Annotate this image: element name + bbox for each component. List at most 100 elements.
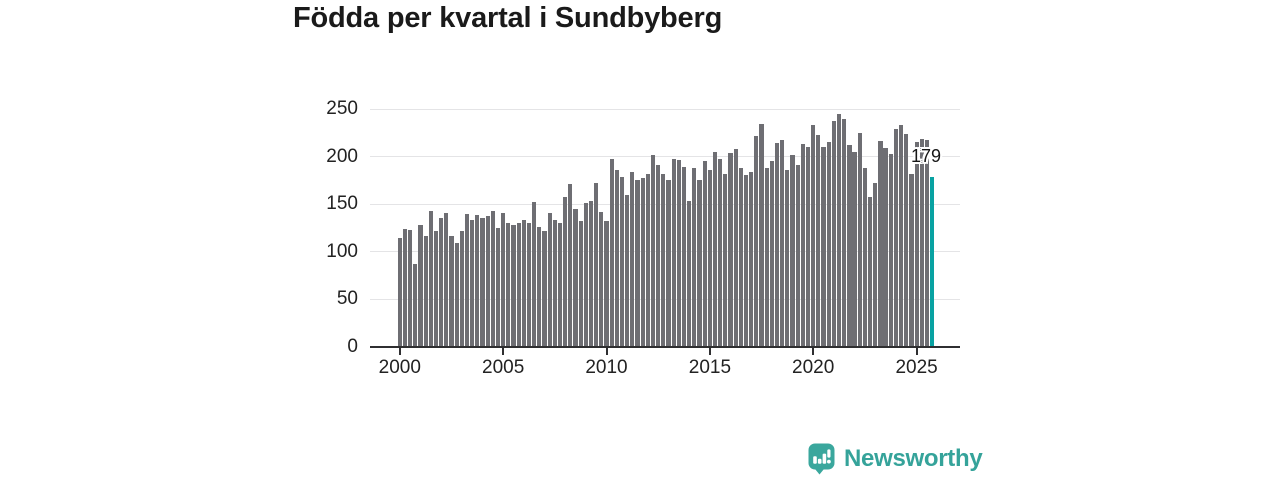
bar: [542, 230, 547, 347]
bar: [919, 138, 924, 347]
bar: [501, 212, 506, 347]
bar: [573, 208, 578, 347]
bar: [867, 196, 873, 347]
bar: [764, 168, 769, 347]
bar: [552, 220, 557, 347]
bar: [759, 124, 764, 347]
bar: [495, 228, 501, 347]
bar: [454, 243, 459, 347]
bar: [831, 121, 836, 347]
bar: [614, 169, 619, 347]
y-axis-tick-label: 100: [326, 240, 358, 262]
bar: [516, 223, 521, 347]
newsworthy-logo-icon: [808, 443, 835, 475]
bar: [857, 132, 862, 347]
bar: [433, 230, 439, 347]
bar: [738, 168, 743, 347]
bar: [599, 211, 604, 347]
bar: [733, 148, 738, 347]
bar: [449, 235, 454, 347]
bar: [485, 215, 490, 347]
bar: [464, 213, 470, 347]
bar: [423, 235, 428, 347]
bar: [862, 168, 867, 347]
bar: [635, 180, 640, 347]
bar: [687, 201, 692, 347]
bar: [459, 230, 464, 347]
x-axis-tick-mark: [398, 348, 401, 355]
bar: [681, 167, 687, 347]
bar: [594, 183, 599, 347]
bar: [769, 161, 774, 347]
bar: [836, 113, 842, 347]
bar: [625, 194, 630, 347]
bar: [640, 177, 645, 347]
bar: [749, 171, 754, 347]
bar: [397, 238, 402, 347]
y-axis-tick-label: 200: [326, 145, 358, 167]
bar: [702, 161, 707, 347]
x-axis-tick-label: 2005: [482, 357, 525, 378]
bar: [754, 135, 759, 347]
y-axis-tick-label: 0: [347, 336, 358, 357]
bar: [790, 154, 795, 347]
bar: [852, 151, 857, 347]
bar: [402, 228, 408, 347]
bar: [568, 184, 573, 347]
bar: [904, 133, 909, 347]
bar: [650, 154, 656, 347]
bar: [578, 221, 583, 347]
bar: [816, 134, 821, 347]
y-axis-tick-label: 50: [336, 288, 358, 310]
bar: [821, 147, 826, 347]
bar: [609, 158, 614, 347]
bar: [563, 196, 568, 347]
newsworthy-logo-text: Newsworthy: [844, 445, 983, 472]
x-axis-tick-label: 2000: [378, 357, 421, 378]
bar: [666, 180, 671, 347]
x-axis-tick-mark: [708, 348, 711, 355]
gridline: [370, 108, 960, 110]
bar: [676, 160, 681, 347]
bar: [583, 203, 588, 347]
newsworthy-logo[interactable]: Newsworthy: [808, 443, 983, 475]
bar: [743, 174, 749, 347]
bar: [800, 144, 805, 347]
x-axis-tick-label: 2020: [792, 357, 835, 378]
bar: [475, 214, 480, 347]
bar: [893, 128, 899, 347]
bar: [439, 217, 444, 347]
bar: [914, 142, 919, 347]
bar: [805, 147, 811, 347]
bar: [661, 173, 666, 347]
bar: [537, 227, 542, 347]
bar: [826, 142, 831, 347]
x-axis-tick-label: 2015: [688, 357, 732, 378]
x-axis-tick-mark: [915, 348, 918, 355]
bar: [909, 173, 914, 347]
bar: [899, 125, 904, 347]
bar: [811, 125, 816, 347]
bar: [408, 229, 413, 347]
bar: [723, 173, 728, 347]
bar: [774, 143, 780, 347]
bar: [728, 152, 733, 347]
bar: [428, 210, 433, 347]
bar: [656, 165, 661, 347]
bar: [785, 169, 790, 347]
y-axis-tick-label: 250: [326, 98, 358, 119]
bar: [470, 220, 475, 347]
x-axis-tick-mark: [812, 348, 815, 355]
bar: [878, 141, 883, 347]
bar: [842, 119, 847, 347]
bar: [780, 140, 785, 347]
bar: [480, 217, 485, 347]
x-axis-tick-mark: [605, 348, 608, 355]
bar: [521, 220, 526, 347]
bar: [645, 173, 650, 347]
bar: [697, 180, 702, 347]
bar: [712, 151, 718, 347]
bar: [511, 225, 516, 347]
bar: [718, 158, 723, 347]
